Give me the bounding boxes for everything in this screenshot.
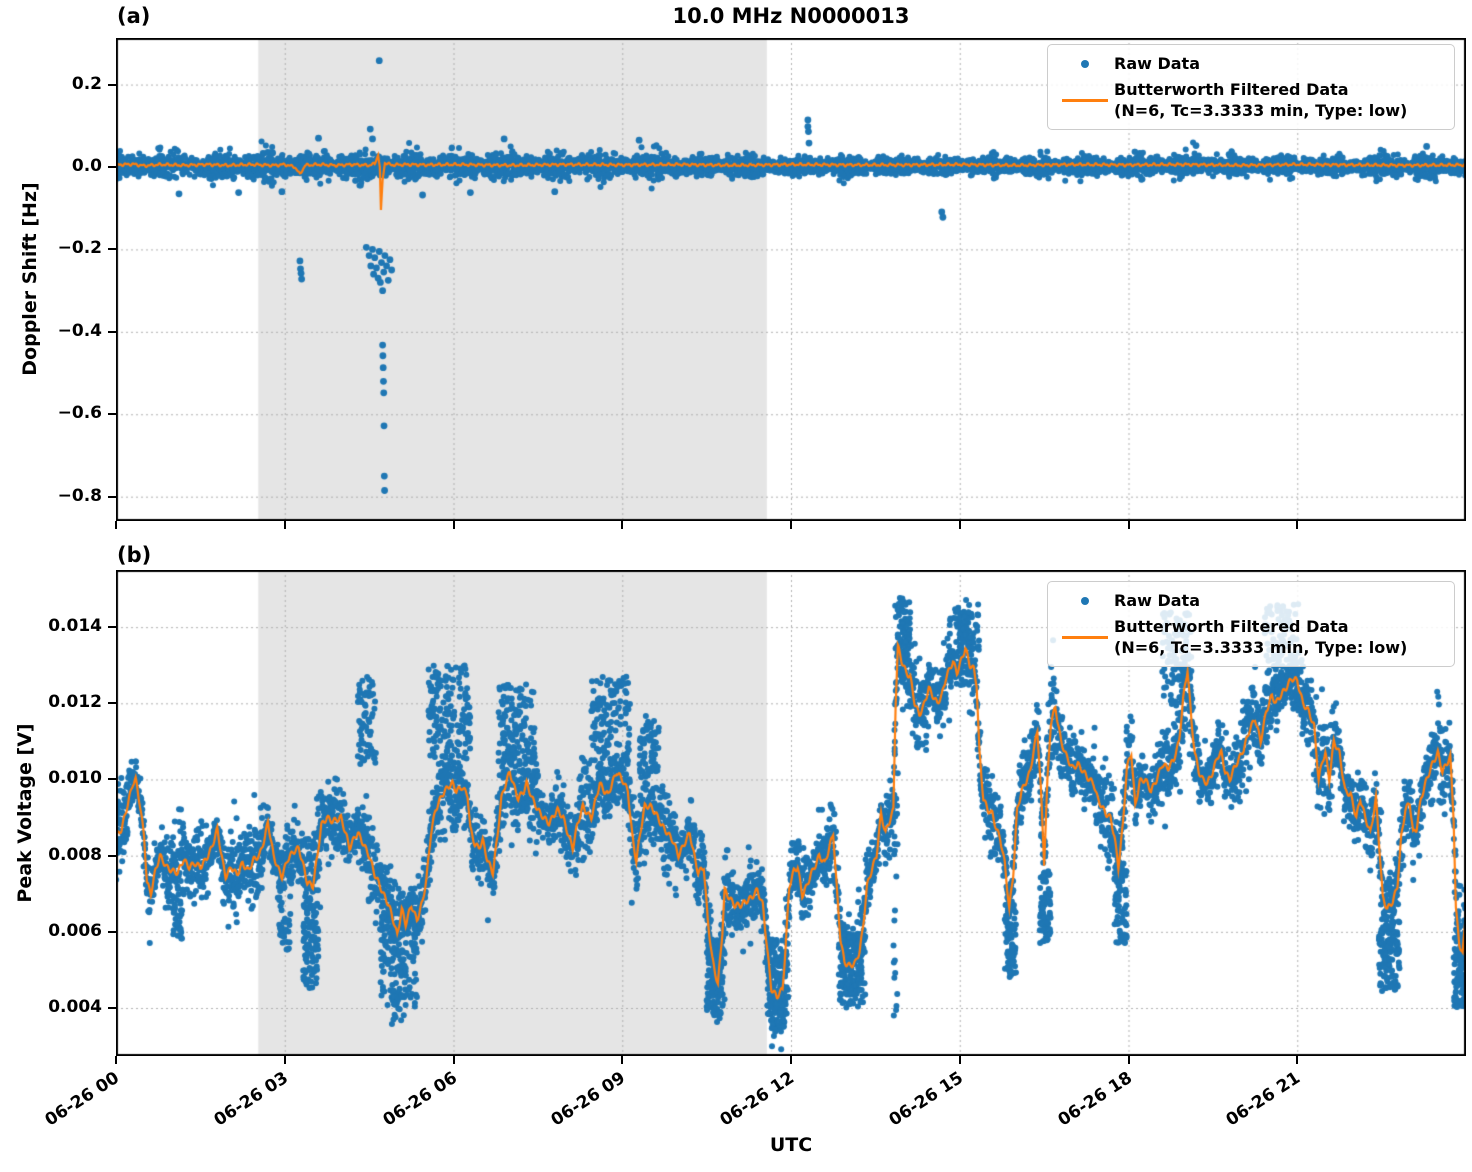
panel-a-ylabel: Doppler Shift [Hz] xyxy=(19,182,41,376)
legend-filtered-label: Butterworth Filtered Data (N=6, Tc=3.333… xyxy=(1114,617,1408,657)
panel-b-ylabel: Peak Voltage [V] xyxy=(14,723,36,903)
y-tick-label: 0.0 xyxy=(71,155,102,176)
x-tick-label: 06-26 00 xyxy=(41,1068,123,1131)
raw-data-marker-dot xyxy=(1056,596,1114,605)
legend-raw-row: Raw Data xyxy=(1056,590,1444,611)
raw-data-marker-dot xyxy=(1056,59,1114,68)
filtered-data-marker-line xyxy=(1056,98,1114,102)
legend-raw-label: Raw Data xyxy=(1114,54,1200,73)
legend-filtered-row: Butterworth Filtered Data (N=6, Tc=3.333… xyxy=(1056,616,1444,658)
panel-a-label: (a) xyxy=(117,4,151,28)
x-tick-label: 06-26 12 xyxy=(716,1068,798,1131)
filtered-data-marker-line xyxy=(1056,635,1114,639)
y-tick-label: −0.6 xyxy=(57,403,102,424)
x-tick-label: 06-26 15 xyxy=(885,1068,967,1131)
panel-b-label: (b) xyxy=(117,543,152,567)
x-tick-label: 06-26 09 xyxy=(547,1068,630,1131)
x-tick-label: 06-26 03 xyxy=(210,1068,292,1131)
panel-a-legend: Raw Data Butterworth Filtered Data (N=6,… xyxy=(1047,44,1455,130)
figure-title: 10.0 MHz N0000013 xyxy=(672,4,910,28)
x-tick-label: 06-26 06 xyxy=(379,1068,461,1131)
y-tick-label: 0.012 xyxy=(48,692,102,713)
y-tick-label: 0.004 xyxy=(48,997,102,1017)
x-axis-label: UTC xyxy=(769,1134,813,1156)
y-tick-label: −0.4 xyxy=(57,320,102,341)
x-tick-label: 06-26 18 xyxy=(1054,1068,1136,1131)
y-tick-label: −0.2 xyxy=(57,238,102,259)
x-tick-label: 06-26 21 xyxy=(1222,1068,1305,1131)
legend-raw-row: Raw Data xyxy=(1056,53,1444,74)
y-tick-label: 0.2 xyxy=(71,73,102,94)
y-tick-label: 0.010 xyxy=(48,768,102,789)
y-tick-label: 0.014 xyxy=(48,616,102,637)
y-tick-label: 0.008 xyxy=(48,844,102,865)
y-tick-label: −0.8 xyxy=(57,485,102,506)
legend-filtered-label: Butterworth Filtered Data (N=6, Tc=3.333… xyxy=(1114,80,1408,120)
y-tick-label: 0.006 xyxy=(48,920,102,941)
legend-filtered-row: Butterworth Filtered Data (N=6, Tc=3.333… xyxy=(1056,79,1444,121)
legend-raw-label: Raw Data xyxy=(1114,591,1200,610)
panel-b-legend: Raw Data Butterworth Filtered Data (N=6,… xyxy=(1047,581,1455,667)
